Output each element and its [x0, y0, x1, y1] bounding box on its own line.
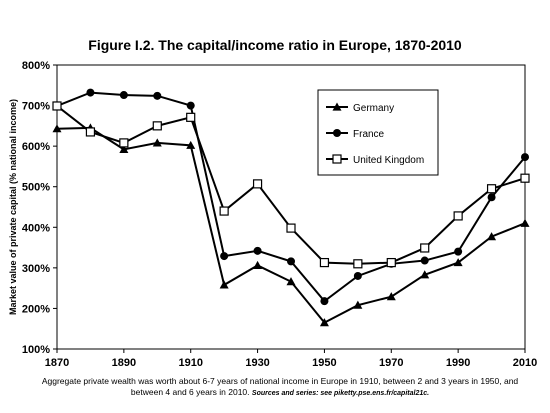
- data-point-united-kingdom: [520, 173, 530, 183]
- data-point-united-kingdom: [453, 211, 463, 221]
- data-point-germany: [186, 140, 196, 149]
- data-point-united-kingdom: [119, 138, 129, 148]
- data-point-france: [86, 88, 95, 97]
- y-tick-label: 600%: [22, 141, 50, 153]
- series-lines: [56, 91, 526, 324]
- y-tick-label: 800%: [22, 60, 50, 72]
- data-point-france: [153, 91, 162, 100]
- data-point-united-kingdom: [286, 223, 296, 233]
- data-point-germany: [319, 318, 329, 327]
- data-point-france: [320, 297, 329, 306]
- legend: Germany France United Kingdom: [317, 89, 439, 176]
- data-point-united-kingdom: [152, 121, 162, 131]
- legend-marker-united-kingdom: [332, 154, 342, 164]
- x-tick-label: 1910: [178, 357, 202, 369]
- data-point-germany: [219, 280, 229, 289]
- data-point-germany: [520, 218, 530, 227]
- y-tick-label: 500%: [22, 182, 50, 194]
- chart-title: Figure I.2. The capital/income ratio in …: [88, 37, 462, 53]
- caption-source: Sources and series: see piketty.pse.ens.…: [251, 390, 430, 397]
- y-tick-label: 300%: [22, 263, 50, 275]
- data-point-united-kingdom: [386, 257, 396, 268]
- series-markers: [52, 88, 530, 327]
- data-point-germany: [386, 292, 396, 301]
- data-point-united-kingdom: [353, 259, 363, 269]
- legend-marker-france: [333, 129, 341, 137]
- data-point-united-kingdom: [319, 257, 330, 268]
- legend-label-united-kingdom: United Kingdom: [353, 155, 424, 166]
- axes: 100% 200% 300% 400% 500% 600% 700% 800% 1870 1890…: [8, 60, 537, 369]
- series-line-france: [56, 91, 526, 303]
- data-point-united-kingdom: [52, 101, 62, 111]
- data-point-france: [119, 91, 128, 100]
- data-point-france: [353, 271, 362, 280]
- data-point-france: [220, 252, 229, 261]
- data-point-united-kingdom: [420, 243, 430, 253]
- legend-label-germany: Germany: [353, 103, 394, 114]
- y-tick-label: 200%: [22, 303, 50, 315]
- data-point-germany: [119, 144, 129, 153]
- series-line-united-kingdom: [56, 105, 526, 265]
- x-tick-label: 2010: [513, 357, 537, 369]
- y-tick-label: 400%: [22, 222, 50, 234]
- data-point-germany: [253, 260, 263, 270]
- legend-marker-germany: [332, 102, 342, 111]
- x-tick-label: 1970: [379, 357, 403, 369]
- data-point-france: [186, 101, 195, 110]
- data-point-united-kingdom: [252, 179, 263, 189]
- data-point-germany: [286, 277, 296, 286]
- data-point-germany: [52, 124, 62, 133]
- data-point-france: [454, 247, 463, 256]
- data-point-united-kingdom: [486, 184, 497, 194]
- legend-label-france: France: [353, 129, 385, 140]
- caption-text: Aggregate private wealth was worth about…: [41, 376, 519, 397]
- y-axis-label: Market value of private capital (% natio…: [8, 99, 18, 315]
- data-point-germany: [487, 232, 497, 241]
- data-point-united-kingdom: [219, 206, 229, 216]
- x-tick-label: 1890: [112, 357, 136, 369]
- y-tick-label: 100%: [22, 344, 50, 356]
- data-point-france: [521, 153, 529, 162]
- x-tick-label: 1870: [45, 357, 69, 369]
- data-point-france: [487, 193, 496, 202]
- data-point-germany: [420, 270, 430, 279]
- x-tick-label: 1990: [446, 357, 470, 369]
- data-point-france: [253, 246, 262, 255]
- x-tick-label: 1930: [245, 357, 269, 369]
- data-point-united-kingdom: [186, 112, 196, 122]
- y-tick-label: 700%: [22, 101, 50, 113]
- data-point-france: [287, 257, 295, 266]
- x-tick-label: 1950: [312, 357, 336, 369]
- plot-frame: [56, 64, 526, 350]
- data-point-germany: [353, 300, 363, 309]
- data-point-germany: [453, 258, 463, 267]
- data-point-germany: [152, 138, 162, 147]
- data-point-france: [420, 256, 429, 265]
- figure-caption: Aggregate private wealth was worth about…: [40, 376, 520, 399]
- data-point-united-kingdom: [85, 127, 96, 137]
